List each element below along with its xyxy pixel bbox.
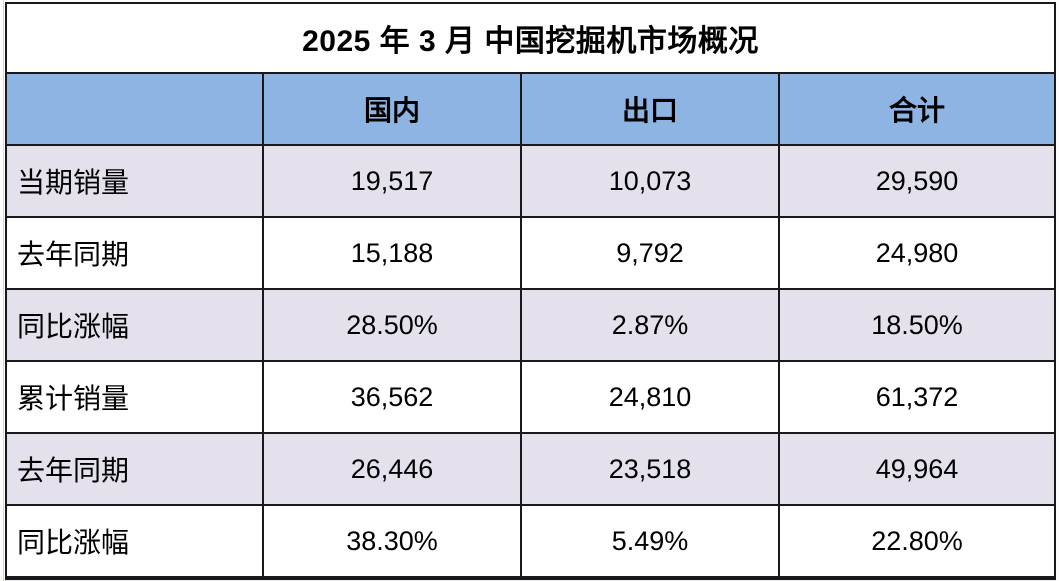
cell-lastyear-total: 24,980 bbox=[780, 218, 1054, 288]
cell-cumulative-domestic: 36,562 bbox=[264, 362, 520, 432]
column-header-empty bbox=[7, 74, 262, 144]
row-label-cumulative-last-year: 去年同期 bbox=[7, 434, 262, 504]
cell-cumyoy-export: 5.49% bbox=[522, 506, 778, 576]
cell-current-export: 10,073 bbox=[522, 146, 778, 216]
row-label-last-year-period: 去年同期 bbox=[7, 218, 262, 288]
cell-cumyoy-total: 22.80% bbox=[780, 506, 1054, 576]
cell-cumulative-export: 24,810 bbox=[522, 362, 778, 432]
row-label-cumulative-yoy-growth: 同比涨幅 bbox=[7, 506, 262, 576]
left-edge-artifact bbox=[3, 0, 4, 581]
row-label-yoy-growth: 同比涨幅 bbox=[7, 290, 262, 360]
table-title: 2025 年 3 月 中国挖掘机市场概况 bbox=[7, 4, 1054, 72]
column-header-total: 合计 bbox=[780, 74, 1054, 144]
cell-yoy-export: 2.87% bbox=[522, 290, 778, 360]
excavator-market-table: 2025 年 3 月 中国挖掘机市场概况 国内 出口 合计 当期销量 19,51… bbox=[5, 2, 1056, 580]
column-header-export: 出口 bbox=[522, 74, 778, 144]
row-label-current-sales: 当期销量 bbox=[7, 146, 262, 216]
cell-cumlastyear-total: 49,964 bbox=[780, 434, 1054, 504]
cell-cumyoy-domestic: 38.30% bbox=[264, 506, 520, 576]
cell-cumlastyear-export: 23,518 bbox=[522, 434, 778, 504]
cell-cumulative-total: 61,372 bbox=[780, 362, 1054, 432]
column-header-domestic: 国内 bbox=[264, 74, 520, 144]
cell-current-total: 29,590 bbox=[780, 146, 1054, 216]
cell-lastyear-domestic: 15,188 bbox=[264, 218, 520, 288]
cell-lastyear-export: 9,792 bbox=[522, 218, 778, 288]
cell-yoy-total: 18.50% bbox=[780, 290, 1054, 360]
cell-yoy-domestic: 28.50% bbox=[264, 290, 520, 360]
cell-current-domestic: 19,517 bbox=[264, 146, 520, 216]
cell-cumlastyear-domestic: 26,446 bbox=[264, 434, 520, 504]
row-label-cumulative-sales: 累计销量 bbox=[7, 362, 262, 432]
